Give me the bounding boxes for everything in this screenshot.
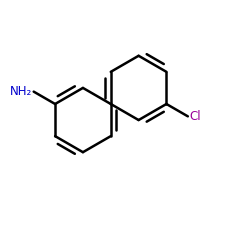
Text: Cl: Cl (189, 110, 201, 123)
Text: NH₂: NH₂ (10, 85, 32, 98)
